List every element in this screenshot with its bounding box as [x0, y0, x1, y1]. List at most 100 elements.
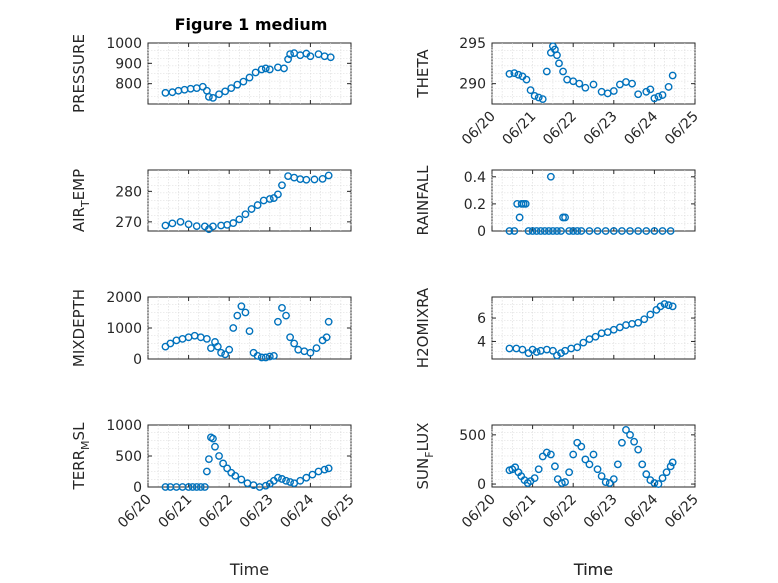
data-point — [245, 327, 254, 335]
data-point — [553, 227, 561, 235]
data-point — [618, 227, 626, 235]
data-point — [573, 438, 582, 447]
data-point — [320, 465, 329, 474]
data-point — [565, 468, 574, 477]
data-point — [613, 460, 622, 469]
figure-title: Figure 1 medium — [175, 15, 328, 34]
data-point — [209, 94, 217, 102]
x-tick-label: 06/23 — [581, 109, 621, 149]
data-point — [658, 474, 667, 483]
data-point — [662, 468, 671, 477]
data-point — [546, 172, 555, 181]
data-point — [253, 201, 262, 209]
data-point — [561, 478, 569, 486]
y-tick-label: 0 — [477, 477, 486, 493]
data-point — [312, 344, 321, 353]
data-point — [521, 199, 530, 208]
data-point — [239, 77, 248, 86]
data-point — [528, 227, 537, 235]
data-point — [278, 475, 286, 483]
data-point — [555, 59, 563, 68]
data-point — [618, 438, 626, 447]
data-point — [650, 227, 659, 235]
data-point — [575, 79, 584, 88]
y-tick-label: 1000 — [106, 418, 142, 434]
data-point — [628, 79, 636, 88]
data-point — [553, 51, 561, 60]
data-point — [546, 450, 555, 459]
data-point — [221, 87, 230, 96]
data-point — [585, 460, 594, 469]
data-point — [658, 227, 667, 235]
data-point — [573, 343, 582, 352]
data-point — [204, 455, 213, 463]
data-point — [557, 349, 565, 358]
data-point — [286, 333, 294, 342]
data-point — [257, 65, 266, 74]
data-point — [280, 64, 288, 73]
y-tick-label: 4 — [477, 334, 486, 350]
y-axis-label-part: TERR — [70, 450, 88, 491]
data-point — [269, 351, 278, 360]
x-tick-label: 06/23 — [237, 492, 277, 532]
x-tick-label: 06/25 — [662, 492, 702, 532]
data-point — [542, 448, 551, 457]
data-point — [241, 308, 250, 317]
data-point — [634, 445, 643, 454]
data-point — [658, 91, 667, 99]
data-point — [646, 85, 655, 94]
y-tick-label: 295 — [459, 36, 486, 52]
data-point — [213, 342, 222, 351]
x-axis-label: Time — [229, 560, 269, 579]
data-point — [538, 95, 547, 104]
data-point — [666, 462, 675, 471]
data-point — [540, 227, 549, 235]
y-tick-label: 0.2 — [464, 197, 486, 213]
subplot-5: 0 1000 2000 MIXDEPTH — [70, 289, 352, 368]
data-point — [204, 92, 213, 101]
data-point — [601, 478, 610, 486]
data-point — [510, 227, 519, 235]
x-axis-label: Time — [573, 560, 613, 579]
data-point — [622, 426, 630, 434]
data-point — [184, 220, 193, 229]
x-tick-label: 06/21 — [500, 492, 540, 532]
x-tick-label: 06/21 — [500, 109, 540, 149]
data-point — [223, 464, 232, 473]
data-point — [215, 90, 223, 99]
data-point — [286, 50, 294, 59]
data-point — [253, 351, 262, 360]
data-point — [211, 442, 219, 451]
data-point — [559, 67, 567, 76]
y-axis-label: SUNFLUX — [414, 423, 436, 490]
data-point — [308, 470, 317, 479]
data-point — [634, 90, 643, 99]
x-tick-label: 06/23 — [581, 492, 621, 532]
data-point — [668, 302, 677, 311]
subplot-3: 270 280 AIRTEMP — [70, 169, 352, 234]
data-point — [534, 465, 543, 474]
y-tick-label: 0 — [477, 224, 486, 240]
y-tick-label: 270 — [115, 215, 142, 231]
data-point — [265, 195, 274, 203]
data-point — [577, 442, 586, 451]
data-point — [528, 345, 537, 354]
x-tick-label: 06/24 — [277, 491, 317, 531]
y-tick-label: 0.4 — [464, 170, 486, 186]
data-point — [654, 92, 663, 101]
data-point — [231, 471, 240, 480]
y-axis-label: THETA — [414, 49, 432, 99]
y-axis-label-subscript: M — [79, 440, 92, 450]
data-point — [265, 352, 274, 361]
y-axis-label: H2OMIXRA — [414, 287, 432, 368]
y-tick-label: 290 — [459, 77, 486, 93]
data-point — [530, 474, 539, 483]
data-point — [209, 222, 217, 231]
data-point — [176, 217, 185, 226]
y-tick-label: 1000 — [106, 321, 142, 337]
data-point — [536, 227, 545, 235]
data-point — [561, 213, 569, 222]
data-point — [274, 317, 282, 326]
data-point — [630, 437, 638, 446]
data-point — [168, 219, 177, 228]
